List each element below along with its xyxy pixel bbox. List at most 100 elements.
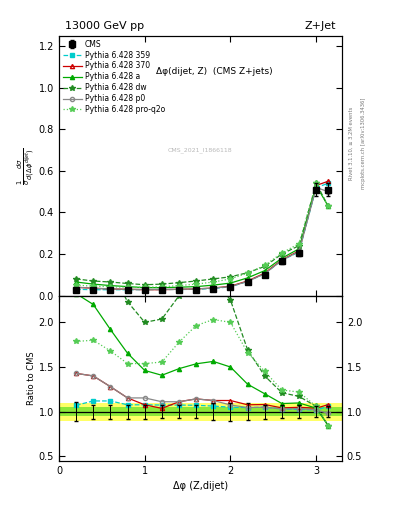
Pythia 6.428 370 xyxy=(194,286,198,292)
Pythia 6.428 a xyxy=(326,203,331,209)
Pythia 6.428 pro-q2o xyxy=(176,283,181,289)
Pythia 6.428 dw xyxy=(245,270,250,276)
Bar xyxy=(59,403,342,420)
Pythia 6.428 p0 xyxy=(176,286,181,292)
Pythia 6.428 359 xyxy=(245,279,250,285)
Pythia 6.428 p0 xyxy=(108,286,113,292)
Y-axis label: Ratio to CMS: Ratio to CMS xyxy=(27,351,36,405)
Pythia 6.428 a xyxy=(314,182,319,188)
Bar xyxy=(59,407,342,416)
Pythia 6.428 359 xyxy=(228,284,233,290)
Pythia 6.428 359 xyxy=(108,287,113,293)
Pythia 6.428 dw xyxy=(194,278,198,284)
Line: Pythia 6.428 p0: Pythia 6.428 p0 xyxy=(74,185,330,291)
Pythia 6.428 359 xyxy=(125,287,130,293)
Pythia 6.428 a xyxy=(279,255,284,261)
Pythia 6.428 359 xyxy=(160,286,164,292)
Text: mcplots.cern.ch [arXiv:1306.3436]: mcplots.cern.ch [arXiv:1306.3436] xyxy=(361,98,366,189)
Pythia 6.428 a xyxy=(160,285,164,291)
Pythia 6.428 359 xyxy=(211,285,216,291)
Pythia 6.428 dw xyxy=(228,274,233,280)
Pythia 6.428 359 xyxy=(297,249,301,255)
Pythia 6.428 dw xyxy=(160,281,164,287)
Pythia 6.428 359 xyxy=(74,286,79,292)
Pythia 6.428 a xyxy=(125,284,130,290)
Pythia 6.428 pro-q2o xyxy=(108,284,113,290)
Pythia 6.428 370 xyxy=(74,284,79,290)
Pythia 6.428 370 xyxy=(160,287,164,293)
Pythia 6.428 dw xyxy=(211,276,216,282)
Pythia 6.428 359 xyxy=(91,287,95,293)
Pythia 6.428 370 xyxy=(125,286,130,292)
Text: Rivet 3.1.10, ≥ 3.2M events: Rivet 3.1.10, ≥ 3.2M events xyxy=(349,106,354,180)
Pythia 6.428 p0 xyxy=(74,284,79,290)
Text: 13000 GeV pp: 13000 GeV pp xyxy=(64,20,144,31)
Pythia 6.428 370 xyxy=(279,257,284,263)
Line: Pythia 6.428 a: Pythia 6.428 a xyxy=(74,183,330,290)
Pythia 6.428 dw xyxy=(125,281,130,287)
Pythia 6.428 a xyxy=(142,285,147,291)
Pythia 6.428 p0 xyxy=(314,184,319,190)
Pythia 6.428 a xyxy=(74,279,79,285)
Pythia 6.428 pro-q2o xyxy=(297,241,301,247)
Pythia 6.428 pro-q2o xyxy=(125,284,130,290)
Pythia 6.428 pro-q2o xyxy=(326,203,331,209)
Pythia 6.428 370 xyxy=(314,182,319,188)
Pythia 6.428 pro-q2o xyxy=(263,262,267,268)
Line: Pythia 6.428 dw: Pythia 6.428 dw xyxy=(73,181,331,288)
Text: Δφ(dijet, Z)  (CMS Z+jets): Δφ(dijet, Z) (CMS Z+jets) xyxy=(156,67,273,76)
Pythia 6.428 a xyxy=(176,284,181,290)
Legend: CMS, Pythia 6.428 359, Pythia 6.428 370, Pythia 6.428 a, Pythia 6.428 dw, Pythia: CMS, Pythia 6.428 359, Pythia 6.428 370,… xyxy=(61,38,167,116)
Pythia 6.428 359 xyxy=(326,180,331,186)
Pythia 6.428 dw xyxy=(91,278,95,284)
Pythia 6.428 a xyxy=(91,281,95,287)
Pythia 6.428 359 xyxy=(314,184,319,190)
Pythia 6.428 a xyxy=(211,282,216,288)
Pythia 6.428 dw xyxy=(263,263,267,269)
Pythia 6.428 359 xyxy=(263,271,267,277)
Pythia 6.428 370 xyxy=(108,286,113,292)
Pythia 6.428 p0 xyxy=(279,257,284,263)
Pythia 6.428 dw xyxy=(176,280,181,286)
Pythia 6.428 p0 xyxy=(125,286,130,292)
Pythia 6.428 p0 xyxy=(91,285,95,291)
Pythia 6.428 370 xyxy=(176,286,181,292)
Pythia 6.428 pro-q2o xyxy=(228,276,233,282)
Pythia 6.428 359 xyxy=(142,287,147,293)
Pythia 6.428 dw xyxy=(108,279,113,285)
Line: Pythia 6.428 pro-q2o: Pythia 6.428 pro-q2o xyxy=(73,181,331,290)
Pythia 6.428 dw xyxy=(297,243,301,249)
Pythia 6.428 p0 xyxy=(160,286,164,292)
Pythia 6.428 dw xyxy=(74,276,79,282)
Pythia 6.428 359 xyxy=(176,286,181,292)
Pythia 6.428 p0 xyxy=(263,271,267,277)
Pythia 6.428 p0 xyxy=(211,285,216,291)
Pythia 6.428 p0 xyxy=(142,286,147,292)
Pythia 6.428 pro-q2o xyxy=(74,282,79,288)
Pythia 6.428 a xyxy=(263,268,267,274)
Pythia 6.428 370 xyxy=(142,287,147,293)
Pythia 6.428 dw xyxy=(326,203,331,209)
Pythia 6.428 370 xyxy=(245,278,250,284)
Pythia 6.428 dw xyxy=(314,180,319,186)
Pythia 6.428 370 xyxy=(297,248,301,254)
Text: Z+Jet: Z+Jet xyxy=(305,20,336,31)
Pythia 6.428 p0 xyxy=(194,286,198,292)
Pythia 6.428 pro-q2o xyxy=(91,283,95,289)
Pythia 6.428 370 xyxy=(228,283,233,289)
Y-axis label: $\frac{1}{\sigma}\frac{d\sigma}{d(\Delta\phi^{dijet})}$: $\frac{1}{\sigma}\frac{d\sigma}{d(\Delta… xyxy=(16,147,37,184)
Pythia 6.428 a xyxy=(245,275,250,281)
Pythia 6.428 pro-q2o xyxy=(142,284,147,290)
Pythia 6.428 p0 xyxy=(245,279,250,285)
Pythia 6.428 dw xyxy=(142,282,147,288)
Pythia 6.428 370 xyxy=(91,285,95,291)
X-axis label: Δφ (Z,dijet): Δφ (Z,dijet) xyxy=(173,481,228,491)
Pythia 6.428 359 xyxy=(279,257,284,263)
Pythia 6.428 370 xyxy=(211,285,216,291)
Pythia 6.428 p0 xyxy=(326,188,331,195)
Pythia 6.428 pro-q2o xyxy=(314,180,319,186)
Pythia 6.428 pro-q2o xyxy=(211,279,216,285)
Pythia 6.428 pro-q2o xyxy=(194,281,198,287)
Pythia 6.428 p0 xyxy=(228,284,233,290)
Text: CMS_2021_I1866118: CMS_2021_I1866118 xyxy=(168,147,233,153)
